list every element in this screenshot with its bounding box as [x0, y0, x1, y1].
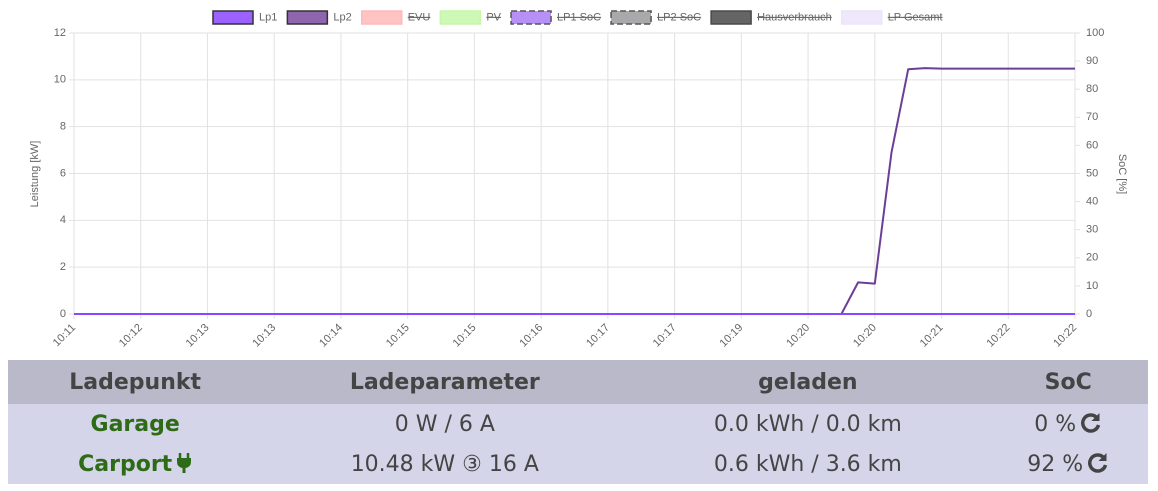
row: Carport 10.48 kW ③ 16 A 0.6 kWh / 3.6 km… [8, 444, 1148, 484]
legend-label[interactable]: LP Gesamt [888, 11, 943, 23]
cell: 0.6 kWh / 3.6 km [627, 444, 989, 484]
y-axis-label: Leistung [kW] [29, 141, 41, 208]
legend-swatch [360, 10, 403, 25]
legend-swatch [710, 10, 752, 25]
cell: 0 % [988, 404, 1148, 444]
y-tick-label: 6 [60, 167, 66, 179]
legend-label[interactable]: Lp1 [259, 11, 277, 23]
refresh-icon[interactable] [1080, 412, 1102, 434]
header-row: Ladepunkt Ladeparameter geladen SoC [8, 360, 1148, 404]
y2-tick-label: 30 [1086, 224, 1098, 236]
legend: Lp1 Lp2 EVU PV LP1 SoC LP2 SoC Hausverbrauch LP… [212, 10, 943, 25]
y-tick-label: 4 [60, 214, 66, 226]
y2-tick-label: 10 [1086, 280, 1098, 292]
legend-label[interactable]: PV [486, 11, 501, 23]
plug-icon [177, 452, 192, 473]
legend-label[interactable]: EVU [408, 11, 431, 23]
legend-swatch [510, 10, 552, 25]
soc: 92 % [1027, 451, 1084, 477]
cell: 0 W / 6 A [262, 404, 628, 444]
header-cell: SoC [988, 360, 1148, 404]
legend-swatch [439, 10, 482, 25]
x-tick-label: 10:22 [984, 322, 1012, 350]
charge-point-name[interactable]: Garage [90, 411, 180, 437]
y-tick-label: 2 [60, 261, 66, 273]
legend-label[interactable]: Lp2 [333, 11, 351, 23]
y-tick-label: 0 [60, 308, 66, 320]
x-tick-label: 10:16 [517, 322, 545, 350]
y2-tick-label: 90 [1086, 55, 1098, 67]
legend-label[interactable]: Hausverbrauch [757, 11, 832, 23]
cell: 10.48 kW ③ 16 A [262, 444, 628, 484]
x-tick-label: 10:15 [384, 322, 412, 350]
legend-swatch [286, 10, 329, 25]
cell: 0.0 kWh / 0.0 km [627, 404, 989, 444]
y2-tick-label: 80 [1086, 83, 1098, 95]
y2-tick-label: 40 [1086, 196, 1098, 208]
legend-swatch [610, 10, 652, 25]
y2-tick-label: 20 [1086, 252, 1098, 264]
legend-label[interactable]: LP2 SoC [657, 11, 701, 23]
legend-label[interactable]: LP1 SoC [557, 11, 601, 23]
cell: Garage [8, 404, 263, 444]
x-tick-label: 10:13 [184, 322, 212, 350]
line [74, 67, 1075, 315]
x-tick-label: 10:22 [1051, 322, 1079, 350]
x-tick-label: 10:17 [651, 322, 679, 350]
x-tick-label: 10:15 [451, 322, 479, 350]
header-cell: Ladepunkt [8, 360, 263, 404]
x-tick-label: 10:17 [584, 322, 612, 350]
charge-point-name[interactable]: Carport [78, 451, 173, 477]
soc: 0 % [1034, 411, 1077, 437]
y2-tick-label: 100 [1086, 27, 1104, 39]
y2-tick-label: 70 [1086, 111, 1098, 123]
legend-swatch [212, 10, 254, 25]
y-tick-label: 12 [54, 27, 66, 39]
x-tick-label: 10:12 [117, 322, 145, 350]
x-tick-label: 10:13 [250, 322, 278, 350]
header-cell: geladen [627, 360, 989, 404]
y2-axis-label: SoC [%] [1116, 154, 1128, 194]
chart: Leistung [kW] SoC [%] 0 2 4 6 8 10 12 0 10 20 30 40… [29, 10, 1128, 350]
x-tick-label: 10:20 [851, 322, 879, 350]
charge-table: Ladepunkt Ladeparameter geladen SoC Gara… [8, 360, 1148, 484]
header-cell: Ladeparameter [262, 360, 628, 404]
y2-tick-label: 60 [1086, 139, 1098, 151]
row: Garage 0 W / 6 A 0.0 kWh / 0.0 km 0 % [8, 404, 1148, 444]
cell: Carport [8, 444, 263, 484]
refresh-icon[interactable] [1087, 452, 1109, 474]
y-tick-label: 10 [54, 74, 66, 86]
x-tick-label: 10:14 [317, 322, 345, 350]
y2-tick-label: 0 [1086, 308, 1092, 320]
legend-swatch [840, 10, 883, 25]
x-tick-label: 10:20 [784, 322, 812, 350]
y2-tick-label: 50 [1086, 167, 1098, 179]
y-tick-label: 8 [60, 121, 66, 133]
x-tick-label: 10:21 [918, 322, 946, 350]
cell: 92 % [988, 444, 1148, 484]
x-tick-label: 10:19 [718, 322, 746, 350]
x-tick-label: 10:11 [51, 322, 78, 349]
